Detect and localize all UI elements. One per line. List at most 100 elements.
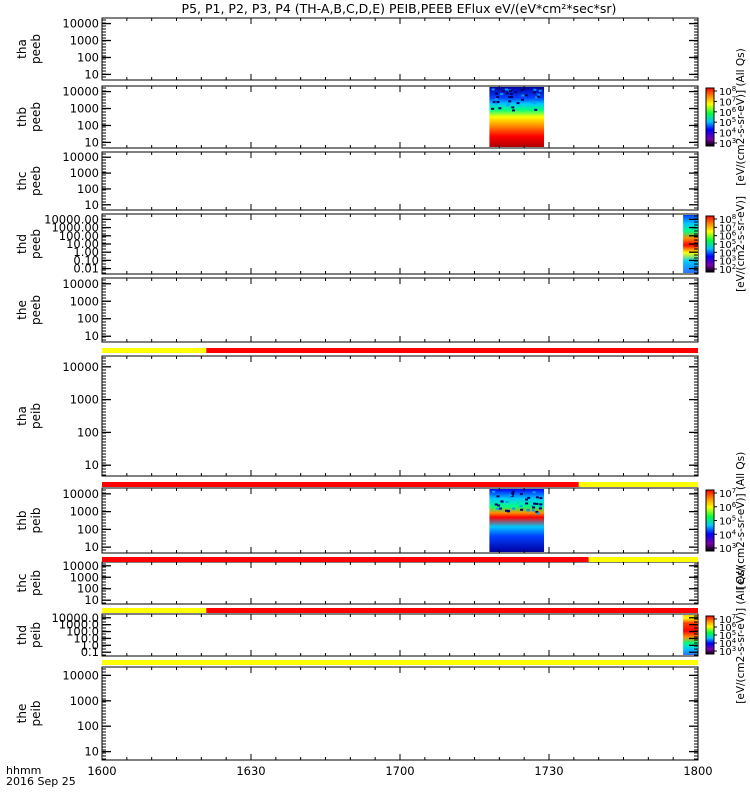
quality-flag-bar	[102, 348, 698, 353]
spectrogram-block	[489, 87, 544, 147]
spectrogram-texture	[495, 98, 498, 100]
y-tick-label: 0.1	[81, 645, 99, 659]
panel-species-label: peeb	[29, 102, 43, 132]
spectrogram-texture	[498, 107, 501, 109]
panel-thd-peeb: 10000.001000.00100.0010.001.000.100.01th…	[15, 212, 698, 275]
colorbar: 108107106105104103[eV/(cm2-s-sr-eV)] (Al…	[706, 48, 747, 185]
panel-frame	[102, 488, 698, 553]
panel-thb-peeb: 10000100010010thb peeb	[15, 85, 698, 150]
panel-species-label: peeb	[29, 295, 43, 325]
y-tick-label: 10	[84, 540, 99, 554]
panel-thd-peib: 10000.01000.0100.010.01.00.1 thd peib	[15, 611, 698, 659]
y-tick-label: 10000	[62, 85, 99, 99]
panel-species-label: peib	[29, 622, 43, 648]
panel-frame	[102, 18, 698, 80]
panel-tha-peeb: 10000100010010tha peeb	[15, 17, 698, 82]
panel-frame	[102, 614, 698, 656]
colorbar-tick-label: 102	[719, 263, 736, 276]
spectrogram-texture	[496, 508, 499, 510]
colorbar-gradient	[706, 616, 714, 654]
y-tick-label: 10	[84, 458, 99, 472]
flag-segment-yellow	[102, 660, 698, 665]
spectrogram-texture	[539, 497, 542, 499]
panel-thc-peib: 10000100010010thc peib	[15, 559, 698, 607]
y-tick-label: 10000	[62, 487, 99, 501]
spectrogram-texture	[492, 88, 495, 90]
y-tick-label: 1000	[70, 102, 99, 116]
spectrogram-texture	[521, 94, 524, 96]
spectrogram-texture	[525, 502, 528, 504]
quality-flag-bar	[102, 482, 698, 487]
flag-segment-yellow	[589, 557, 698, 562]
panel-frame	[102, 86, 698, 148]
y-tick-label: 1000	[70, 166, 99, 180]
y-tick-label: 1000	[70, 505, 99, 519]
spectrogram-texture	[508, 96, 511, 98]
spectrogram-texture	[496, 101, 499, 103]
spectrogram-texture	[508, 100, 511, 102]
spectrogram-texture	[537, 96, 540, 98]
flag-segment-yellow	[102, 348, 206, 353]
y-tick-label: 1000	[70, 294, 99, 308]
panel-tha-peib: 10000100010010tha peib	[15, 356, 698, 476]
spectrogram-texture	[509, 494, 512, 496]
spectrogram-texture	[537, 512, 540, 514]
panels: 10000100010010tha peeb10000100010010thb pe…	[15, 17, 698, 760]
spectrogram-texture	[506, 92, 509, 94]
y-tick-label: 0.01	[73, 262, 99, 276]
colorbar-gradient	[706, 216, 714, 272]
spectrogram-texture	[497, 495, 500, 497]
spectrogram-texture	[539, 505, 542, 507]
colorbar-label: [eV/(cm2-s-sr-eV)]	[735, 196, 747, 292]
y-tick-label: 10000	[62, 668, 99, 682]
panel-probe-label: thc	[15, 172, 29, 191]
spectrogram-texture	[520, 493, 523, 495]
panel-species-label: peeb	[29, 34, 43, 64]
time-axis: 1600 1630 1700 1730 1800	[87, 764, 712, 778]
spectrogram-stack: P5, P1, P2, P3, P4 (TH-A,B,C,D,E) PEIB,P…	[0, 0, 750, 800]
quality-flag-bar	[102, 557, 698, 562]
spectrogram-texture	[532, 509, 535, 511]
spectrogram-block	[489, 489, 544, 552]
colorbar-gradient	[706, 88, 714, 146]
panel-probe-label: the	[15, 704, 29, 724]
panel-the-peib: 10000100010010the peib	[15, 667, 698, 760]
spectrogram-texture	[521, 99, 524, 101]
panel-species-label: peeb	[29, 166, 43, 196]
y-tick-label: 100	[77, 312, 99, 326]
y-tick-label: 1000	[70, 34, 99, 48]
spectrogram-texture	[536, 496, 539, 498]
spectrogram-texture	[500, 93, 503, 95]
panel-species-label: peib	[29, 403, 43, 429]
spectrogram-texture	[505, 88, 508, 90]
y-tick-label: 1000	[70, 694, 99, 708]
colorbar-gradient	[706, 490, 714, 551]
panel-probe-label: thb	[15, 107, 29, 127]
flag-segment-yellow	[102, 608, 206, 613]
y-tick-label: 10	[84, 198, 99, 212]
spectrogram-texture	[520, 509, 523, 511]
y-tick-label: 10000	[62, 360, 99, 374]
flag-segment-red	[102, 557, 589, 562]
spectrogram-texture	[534, 109, 537, 111]
spectrogram-texture	[507, 103, 510, 105]
spectrogram-texture	[510, 93, 513, 95]
colorbar-tick-label: 103	[719, 542, 736, 555]
panel-probe-label: thd	[15, 625, 29, 645]
spectrogram-texture	[539, 90, 542, 92]
time-tick-label: 1630	[236, 764, 265, 778]
spectrogram-texture	[532, 506, 535, 508]
spectrogram-texture	[539, 507, 542, 509]
panel-frame	[102, 152, 698, 210]
spectrogram-texture	[505, 510, 508, 512]
spectrogram-texture	[495, 93, 498, 95]
panel-probe-label: the	[15, 300, 29, 320]
y-tick-label: 10	[84, 135, 99, 149]
panel-species-label: peib	[29, 570, 43, 596]
spectrogram-texture	[533, 102, 536, 104]
flag-segment-red	[206, 348, 698, 353]
spectrogram-texture	[512, 109, 515, 111]
y-tick-label: 100	[77, 50, 99, 64]
quality-flag-bar	[102, 608, 698, 613]
spectrogram-texture	[527, 497, 530, 499]
